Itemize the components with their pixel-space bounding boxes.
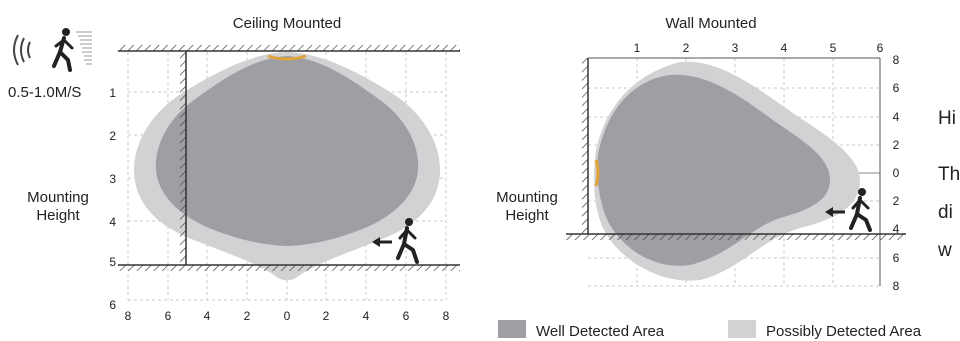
ceiling-mounted-panel: Ceiling Mounted [8,15,460,323]
ceiling-y-tick-3: 3 [109,172,116,186]
wall-top-tick: 6 [877,41,884,55]
arrow-left-icon [372,237,392,247]
arrow-left-icon [825,207,845,217]
walking-person-icon [396,218,419,264]
ceiling-x-tick: 2 [323,309,330,323]
wall-right-tick: 4 [893,110,900,124]
ceiling-floor-surface [118,265,460,271]
side-text-line-4: w [937,240,952,261]
wall-right-tick: 2 [893,138,900,152]
wall-right-tick: 0 [893,166,900,180]
wall-sensor [594,159,600,187]
wall-title: Wall Mounted [665,15,756,32]
ceiling-y-tick-1: 1 [109,86,116,100]
ceiling-sensor [267,54,307,61]
wall-top-tick: 4 [781,41,788,55]
wall-right-tick: 2 [893,194,900,208]
motion-wave-icon [13,34,31,66]
wall-height-label: Height [505,207,549,224]
legend-well-swatch [498,320,526,338]
ceiling-x-tick: 2 [244,309,251,323]
wall-right-tick: 4 [893,222,900,236]
wall-mounting-label: Mounting [496,189,558,206]
wall-floor-surface [566,234,906,240]
wall-top-tick: 1 [634,41,641,55]
side-text: Hi Th di w [937,108,960,261]
side-text-line-2: Th [938,164,960,185]
wall-right-tick: 6 [893,81,900,95]
legend-well-label: Well Detected Area [536,323,665,340]
speed-label: 0.5-1.0M/S [8,84,81,101]
ceiling-x-tick: 4 [204,309,211,323]
ceiling-x-tick: 0 [284,309,291,323]
walking-person-icon [849,188,872,232]
wall-right-tick: 8 [893,279,900,293]
wall-top-tick: 5 [830,41,837,55]
legend-possibly-label: Possibly Detected Area [766,323,922,340]
ceiling-x-tick: 6 [403,309,410,323]
speed-lines-icon [76,31,92,65]
ceiling-y-tick-4: 4 [109,215,116,229]
wall-top-tick: 2 [683,41,690,55]
side-text-line-1: Hi [938,108,956,129]
wall-right-tick: 6 [893,251,900,265]
ceiling-title: Ceiling Mounted [233,15,341,32]
ceiling-x-tick: 4 [363,309,370,323]
ceiling-height-label: Height [36,207,80,224]
legend-possibly-swatch [728,320,756,338]
wall-top-tick: 3 [732,41,739,55]
ceiling-x-tick: 8 [125,309,132,323]
ceiling-y-tick-6: 6 [109,298,116,312]
ceiling-y-tick-5: 5 [109,255,116,269]
wall-surface [582,58,588,234]
side-text-line-3: di [938,202,953,223]
ceiling-side-wall [180,51,186,265]
ceiling-x-tick: 6 [165,309,172,323]
ceiling-x-tick: 8 [443,309,450,323]
ceiling-mounting-label: Mounting [27,189,89,206]
wall-right-tick: 8 [893,53,900,67]
ceiling-surface [118,45,460,51]
legend: Well Detected Area Possibly Detected Are… [498,320,922,340]
ceiling-y-tick-2: 2 [109,129,116,143]
wall-mounted-panel: Wall Mounted 1 [496,15,906,293]
walking-person-icon [52,28,74,72]
wall-well-detected-area [597,74,830,266]
ceiling-well-detected-area [155,56,419,246]
